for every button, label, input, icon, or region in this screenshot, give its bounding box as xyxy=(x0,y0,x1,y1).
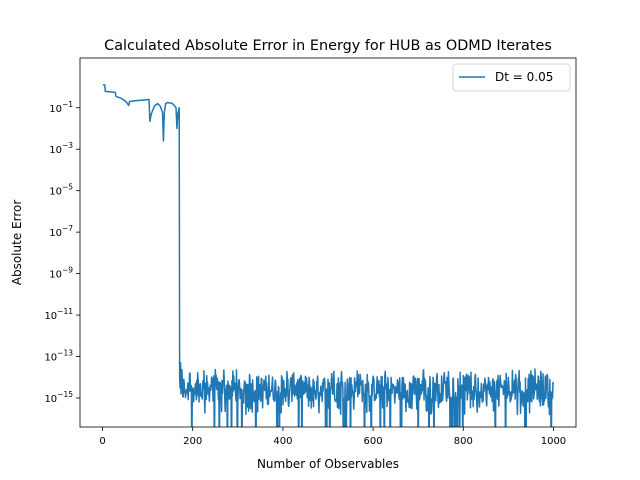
x-tick-label: 800 xyxy=(454,436,473,447)
x-tick-label: 600 xyxy=(364,436,383,447)
y-tick-label: 10−5 xyxy=(49,183,73,198)
chart-title: Calculated Absolute Error in Energy for … xyxy=(104,38,552,54)
x-tick-label: 400 xyxy=(273,436,292,447)
legend-entry: Dt = 0.05 xyxy=(495,70,553,84)
y-tick-label: 10−9 xyxy=(49,266,73,281)
x-tick-label: 1000 xyxy=(541,436,566,447)
y-tick-label: 10−7 xyxy=(49,224,73,239)
y-tick-label: 10−3 xyxy=(49,141,73,156)
y-tick-label: 10−1 xyxy=(49,100,73,115)
y-tick-label: 10−13 xyxy=(44,349,73,364)
series-line-dt-0-05 xyxy=(102,83,555,427)
plot-frame xyxy=(79,57,577,428)
x-tick-label: 0 xyxy=(99,436,105,447)
y-axis-label: Absolute Error xyxy=(10,200,24,286)
x-axis-label: Number of Observables xyxy=(257,457,399,471)
legend: Dt = 0.05 xyxy=(452,63,571,92)
y-tick-label: 10−11 xyxy=(44,307,73,322)
series-layer xyxy=(102,83,555,427)
y-axis: 10−15 10−13 10−11 10−9 10−7 10−5 10−3 10−1 xyxy=(44,100,80,405)
x-tick-label: 200 xyxy=(183,436,202,447)
x-axis: 0 200 400 600 800 1000 xyxy=(99,427,566,447)
y-tick-label: 10−15 xyxy=(44,390,73,405)
legend-box xyxy=(452,63,571,92)
